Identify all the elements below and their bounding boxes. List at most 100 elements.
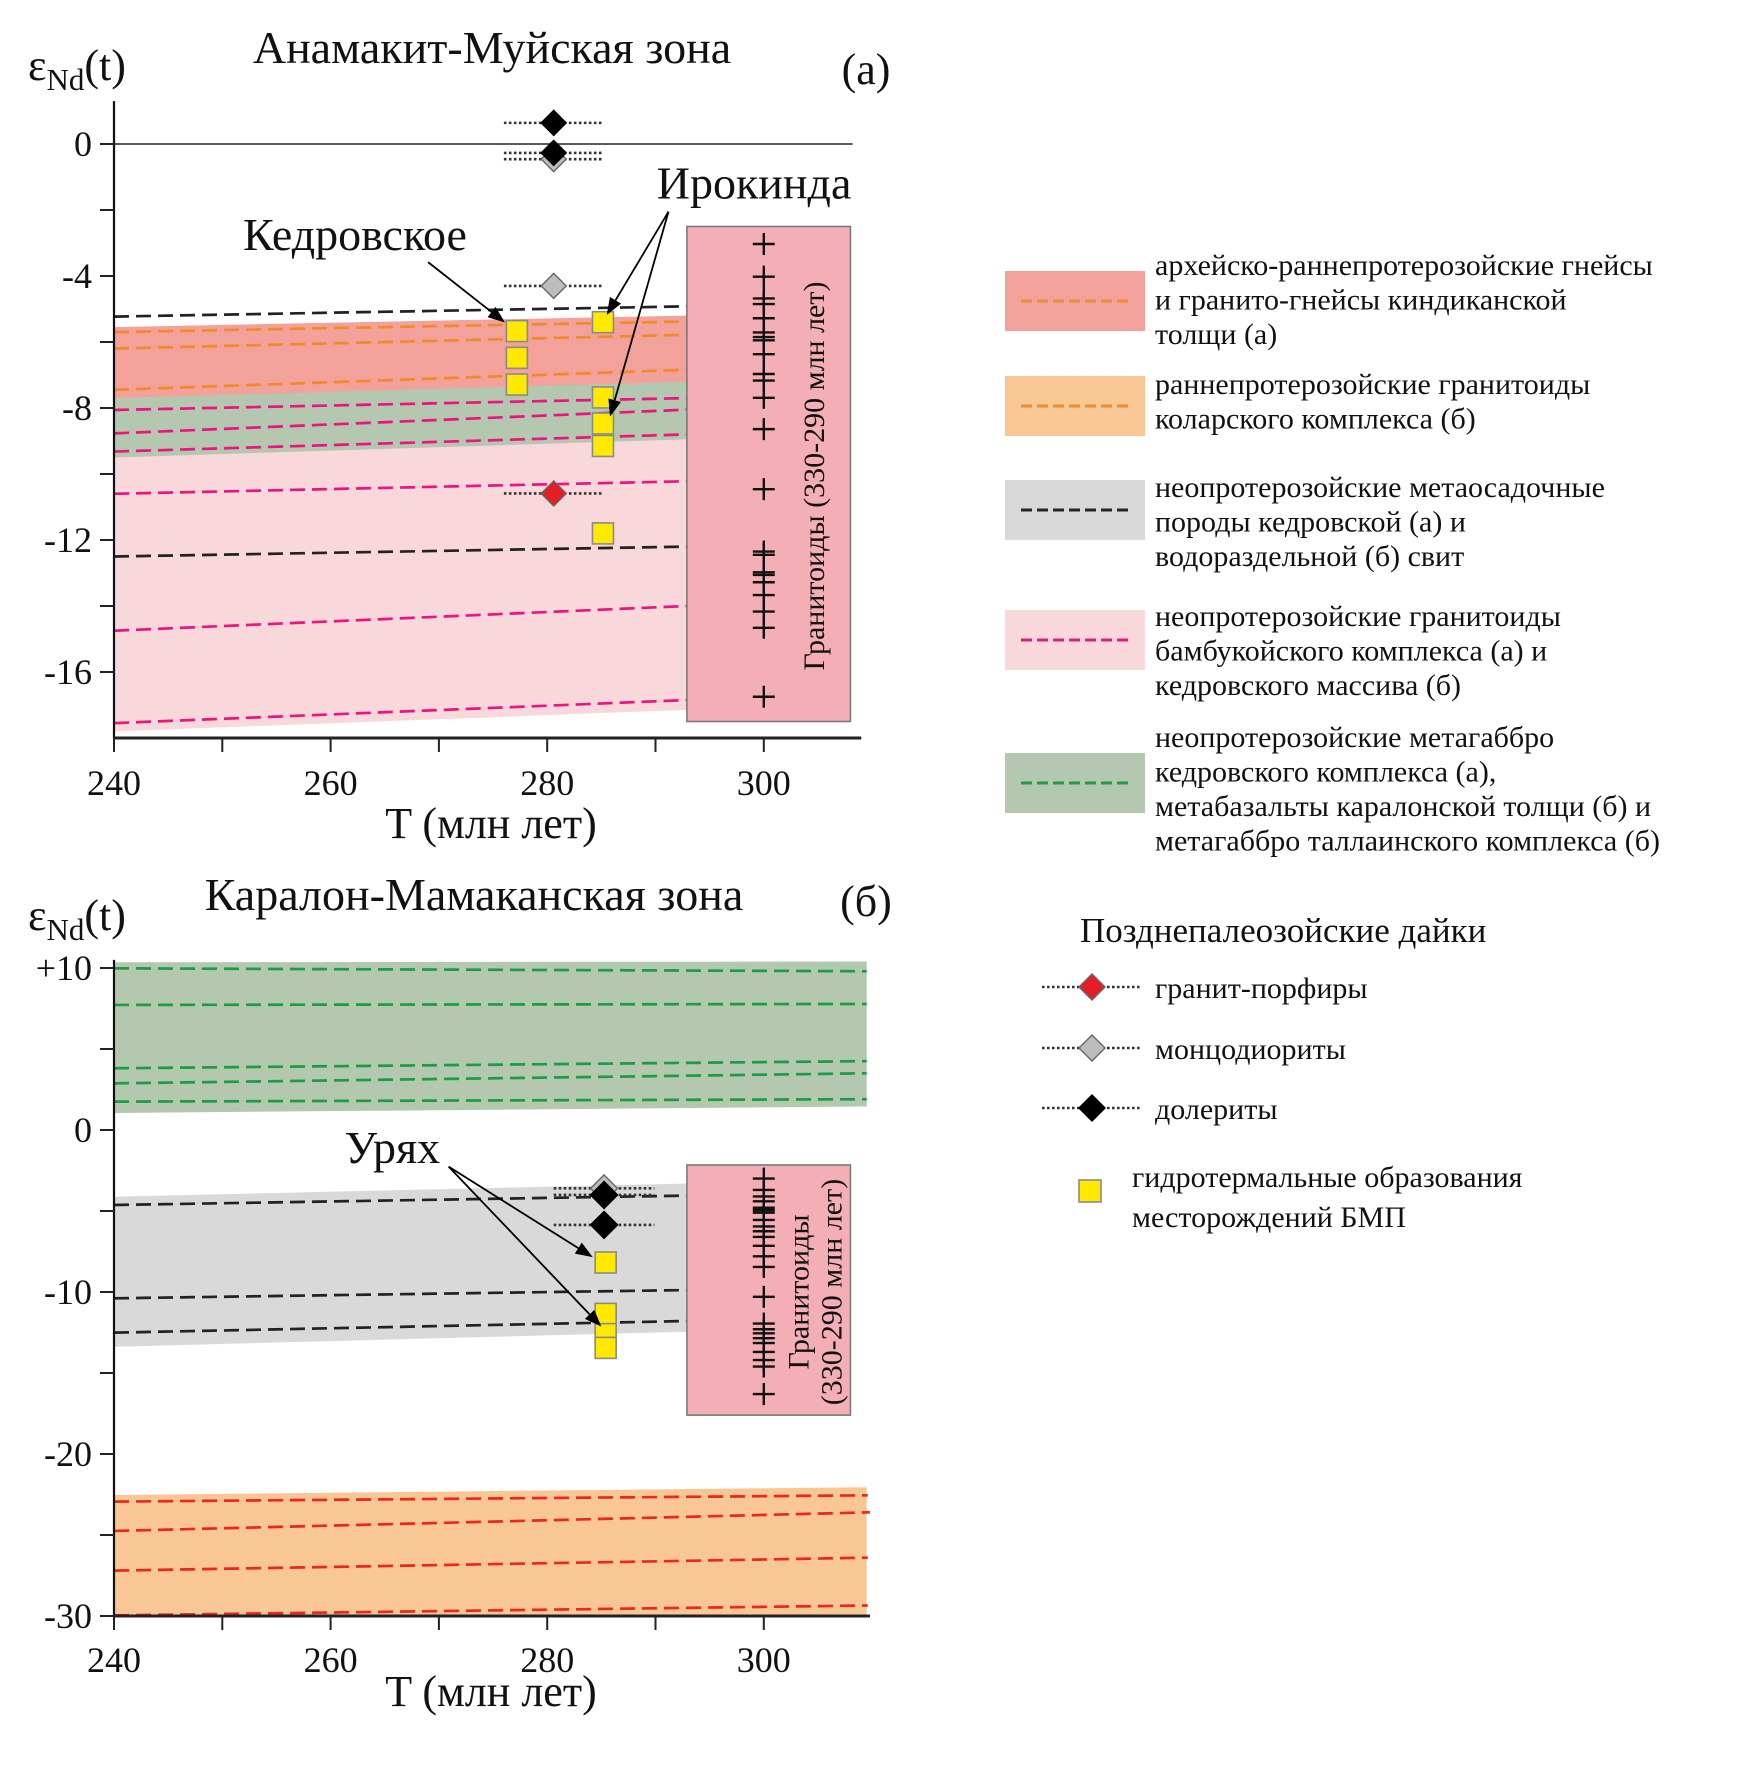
dike-dolerite-marker: [540, 139, 568, 167]
legend-label-line: водораздельной (б) свит: [1155, 540, 1464, 573]
isoline-metabasalts-metagabbro: [113, 1097, 867, 1104]
hydrothermal-marker: [591, 310, 615, 334]
isoline-archean-gneisses: [113, 368, 687, 392]
isoline-neoproterozoic-metasediments: [113, 1319, 687, 1335]
y-tick-label: 0: [74, 124, 92, 164]
annotation-arrow: [447, 1165, 602, 1327]
band-early-proterozoic-granitoids: [114, 1487, 867, 1616]
arrow-head: [574, 1242, 593, 1258]
panel-label: (а): [842, 45, 891, 94]
legend-item-band: неопротерозойские метагабброкедровского …: [1005, 721, 1660, 858]
y-axis-title-subscript: Nd: [46, 62, 84, 97]
legend-label-line: раннепротерозойские гранитоиды: [1155, 368, 1590, 401]
x-axis-title: T (млн лет): [385, 1667, 596, 1716]
legend-dike-label: гранит-порфиры: [1155, 972, 1368, 1005]
granitoid-cross: [752, 616, 775, 639]
y-tick-label: -12: [44, 520, 92, 560]
y-axis-title: εNd(t): [28, 891, 126, 947]
legend-label-line: метабазальты каралонской толщи (б) и: [1155, 790, 1651, 823]
x-tick-label: 300: [737, 1640, 791, 1680]
isoline-archean-gneisses: [113, 333, 687, 350]
isoline-neoproterozoic-metasediments: [113, 1288, 687, 1300]
isoline-neoproterozoic-granitoids: [113, 396, 687, 412]
legend-item-dike-granite-porphyry: гранит-порфиры: [1042, 972, 1368, 1005]
legend-hydrothermal-label-line: гидротермальные образования: [1132, 1161, 1523, 1194]
granitoid-range-box: [686, 225, 852, 723]
x-tick-label: 260: [304, 763, 358, 803]
band-neoproterozoic-granitoids: [114, 381, 687, 732]
hydrothermal-marker: [591, 434, 615, 458]
arrow-shaft: [447, 1165, 591, 1315]
panel-label: (б): [840, 877, 892, 926]
isoline-neoproterozoic-granitoids: [113, 479, 687, 496]
granitoid-cross: [752, 1383, 775, 1406]
x-tick-label: 260: [304, 1640, 358, 1680]
granitoid-cross: [752, 418, 775, 441]
granitoid-cross: [752, 685, 775, 708]
hydrothermal-marker: [505, 346, 529, 370]
y-axis-title-subscript: Nd: [46, 912, 84, 947]
legend-diamond-icon: [1078, 1034, 1106, 1062]
legend-label-line: коларского комплекса (б): [1155, 403, 1476, 436]
panel-b-karalon-mamakan-zone: Гранитоиды(330-290 млн лет) Урях 240 260 280…: [28, 869, 892, 1716]
granitoid-cross: [752, 386, 775, 409]
hydrothermal-marker: [591, 522, 615, 545]
arrow-head: [608, 398, 621, 417]
dike-dolerite: [553, 1210, 655, 1240]
hydrothermal-marker: [594, 1336, 617, 1360]
dike-dolerite: [553, 1180, 655, 1210]
x-axis-title: T (млн лет): [385, 799, 596, 848]
legend-label-line: метагаббро таллаинского комплекса (б): [1155, 825, 1660, 858]
dike-monzodiorite-marker: [540, 272, 568, 300]
legend-label-line: кедровского массива (б): [1155, 669, 1461, 702]
isoline-early-proterozoic-granitoids: [113, 1493, 868, 1503]
hydrothermal-marker: [591, 386, 615, 409]
y-tick-label: +10: [36, 948, 92, 988]
legend-label-line: породы кедровской (а) и: [1155, 506, 1466, 539]
granitoid-box-label: Гранитоиды (330-290 млн лет): [798, 282, 831, 671]
isoline-metabasalts-metagabbro: [113, 1071, 867, 1085]
granitoid-cross: [752, 265, 775, 288]
x-tick-label: 300: [737, 763, 791, 803]
annotation-label: Урях: [344, 1122, 440, 1173]
isoline-metabasalts-metagabbro: [113, 1059, 867, 1070]
hydrothermal-marker: [594, 1251, 617, 1274]
annotation-arrow: [608, 211, 670, 417]
band-archean-gneisses: [114, 315, 687, 399]
granitoid-cross: [752, 232, 775, 255]
band-neoproterozoic-metasediments: [114, 1183, 687, 1347]
dike-granite-porphyry: [503, 479, 604, 507]
isoline-early-proterozoic-granitoids: [113, 1604, 868, 1617]
legend-item-band: неопротерозойские гранитоидыбамбукойског…: [1005, 600, 1561, 702]
isoline-neoproterozoic-granitoids: [113, 433, 687, 453]
granitoid-box-label-line: Гранитоиды: [783, 1214, 816, 1369]
granitoid-cross: [752, 343, 775, 366]
legend-dike-label: монцодиориты: [1155, 1033, 1346, 1066]
legend-diamond-icon: [1078, 1094, 1106, 1122]
hydrothermal-marker: [591, 412, 615, 435]
panel-a-anamakit-muya-zone: Гранитоиды (330-290 млн лет) Кедровское Ир…: [28, 22, 890, 848]
granitoid-box-label-line: Гранитоиды (330-290 млн лет): [798, 282, 831, 671]
isoline-neoproterozoic-metasediments: [113, 545, 687, 558]
arrow-shaft: [427, 261, 493, 313]
isoline-neoproterozoic-metasediments: [113, 305, 687, 318]
y-tick-label: -30: [44, 1596, 92, 1636]
arrow-head: [487, 306, 505, 323]
annotation-label: Ирокинда: [657, 157, 852, 208]
y-tick-label: -16: [44, 652, 92, 692]
legend-diamond-icon: [1078, 973, 1106, 1001]
legend-label-line: кедровского комплекса (а),: [1155, 756, 1496, 789]
isoline-early-proterozoic-granitoids: [113, 1510, 870, 1533]
x-tick-label: 240: [87, 1640, 141, 1680]
legend-label-line: бамбукойского комплекса (а) и: [1155, 635, 1547, 668]
isoline-early-proterozoic-granitoids: [113, 1556, 868, 1572]
legend-item-dike-dolerite: долериты: [1042, 1093, 1277, 1126]
granitoid-box-label-line: (330-290 млн лет): [816, 1179, 849, 1405]
band-metabasalts-metagabbro: [114, 961, 867, 1113]
y-tick-label: -4: [62, 256, 92, 296]
isoline-metabasalts-metagabbro: [113, 966, 867, 973]
y-axis-title-suffix: (t): [84, 891, 126, 940]
